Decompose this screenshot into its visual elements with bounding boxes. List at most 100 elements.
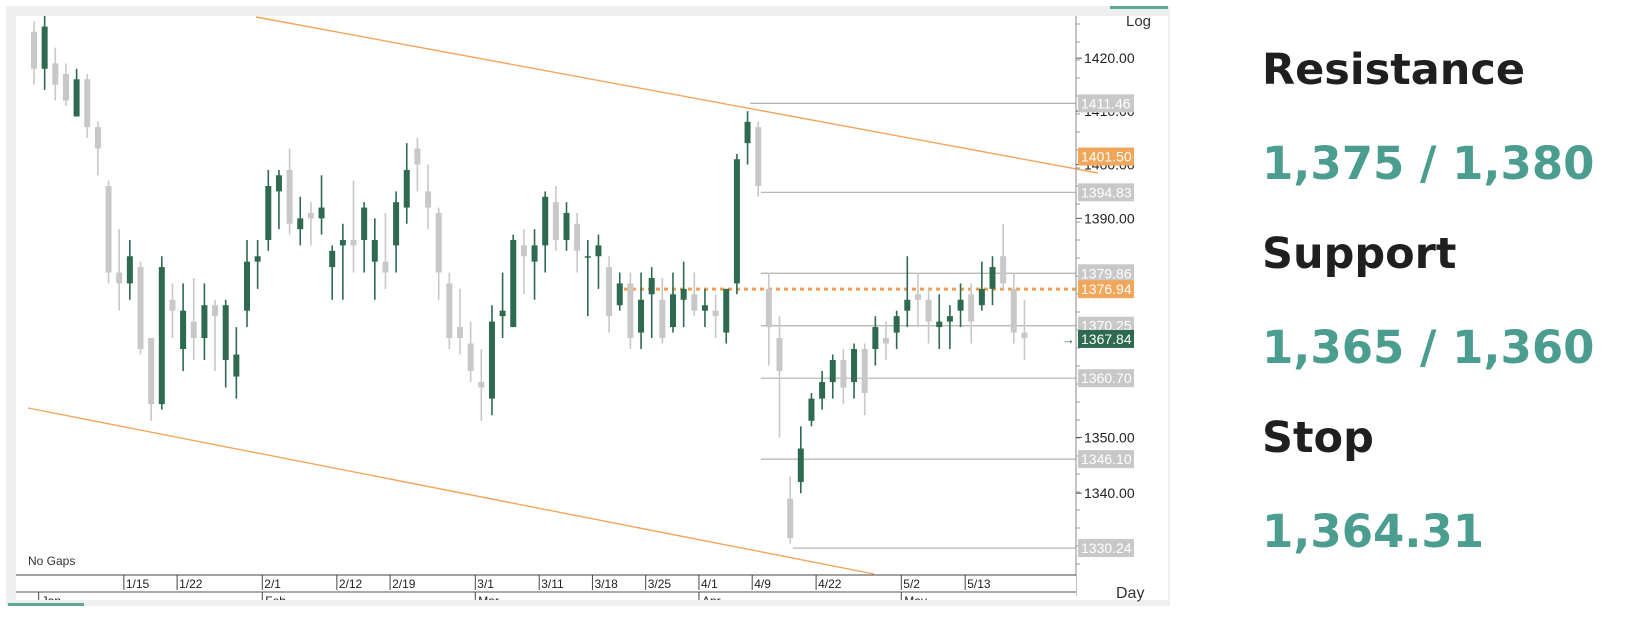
candle — [265, 169, 272, 251]
candle-body — [233, 354, 240, 377]
candle-body — [904, 299, 911, 311]
date-tick-label: 2/1 — [264, 577, 281, 591]
orange-price-tag-bg — [1078, 147, 1134, 166]
candle — [318, 175, 325, 235]
candle-body — [425, 191, 432, 208]
levels-panel: Resistance 1,375 / 1,380 Support 1,365 /… — [1262, 40, 1622, 592]
candle-body — [925, 299, 932, 322]
candle-body — [318, 207, 325, 219]
candle-body — [851, 349, 858, 383]
date-tick-label: 3/25 — [648, 577, 672, 591]
level-price-tag-bg — [1078, 183, 1134, 202]
orange-price-tag-bg — [1078, 280, 1134, 299]
candle-body — [361, 207, 368, 240]
last-price-arrow-icon: → — [1062, 332, 1075, 347]
candle-body — [914, 294, 921, 300]
candle — [350, 180, 357, 273]
candle — [339, 223, 346, 300]
candle — [776, 316, 783, 438]
candle-body — [414, 148, 421, 165]
candle-body — [744, 121, 751, 144]
candle — [904, 256, 911, 328]
price-chart: 1420.001410.001400.001390.001350.001340.… — [6, 6, 1170, 606]
candle-body — [659, 299, 666, 339]
candle — [723, 288, 730, 344]
candle-body — [968, 294, 975, 322]
candle — [1021, 299, 1028, 361]
candle-body — [52, 63, 59, 85]
candle — [137, 261, 144, 355]
candle — [446, 272, 453, 350]
candle — [840, 349, 847, 405]
candle-body — [957, 299, 964, 311]
candle — [222, 299, 229, 388]
price-tick-label: 1340.00 — [1084, 485, 1135, 501]
candle — [180, 283, 187, 372]
level-price-tag-bg — [1078, 539, 1134, 558]
candle — [382, 212, 389, 289]
candle — [978, 261, 985, 311]
upper-trend-line — [255, 16, 1099, 174]
candle — [414, 137, 421, 192]
candle-body — [212, 305, 219, 317]
candle-body — [222, 305, 229, 361]
candle — [659, 277, 666, 344]
candle — [531, 229, 538, 300]
candle-body — [819, 382, 826, 399]
candle — [275, 169, 282, 230]
date-tick-label: 1/22 — [179, 577, 203, 591]
candle — [819, 371, 826, 410]
level-price-tag: 1346.10 — [1081, 451, 1132, 467]
candle — [212, 299, 219, 372]
date-tick-label: 4/22 — [818, 577, 842, 591]
candle — [499, 272, 506, 339]
candle-body — [797, 448, 804, 483]
candle — [680, 261, 687, 328]
level-price-tag: 1330.24 — [1081, 540, 1132, 556]
candle — [467, 321, 474, 383]
candle-body — [350, 239, 357, 246]
candle-body — [371, 239, 378, 262]
candle — [574, 212, 581, 273]
date-tick-label: 3/11 — [541, 577, 564, 591]
candle-body — [1021, 332, 1028, 339]
candle-body — [755, 127, 762, 187]
candle — [755, 121, 762, 197]
lower-trend-line — [27, 407, 875, 575]
level-price-tag-bg — [1078, 94, 1134, 113]
candle-body — [776, 338, 783, 372]
level-price-tag-bg — [1078, 264, 1134, 283]
candle-body — [73, 79, 80, 117]
candle — [925, 288, 932, 344]
candle — [946, 305, 953, 350]
level-price-tag: 1411.46 — [1081, 95, 1131, 111]
period-label: Day — [1116, 585, 1144, 602]
price-tick-label: 1350.00 — [1084, 429, 1135, 445]
candle-body — [584, 256, 591, 258]
candle — [861, 343, 868, 416]
candle — [606, 256, 613, 333]
candle-body — [861, 349, 868, 394]
candle — [893, 310, 900, 350]
candle — [936, 294, 943, 350]
candle — [1000, 223, 1007, 289]
candle — [691, 272, 698, 317]
candle-body — [989, 267, 996, 289]
candle-body — [339, 239, 346, 246]
candle — [116, 229, 123, 311]
candle — [797, 426, 804, 494]
candle — [457, 288, 463, 355]
candle — [851, 343, 858, 399]
candle — [201, 283, 208, 361]
gaps-label: No Gaps — [28, 554, 75, 568]
candle-body — [180, 310, 187, 350]
candle-body — [733, 159, 740, 284]
candle — [84, 74, 91, 138]
candle — [989, 256, 996, 306]
candle-body — [116, 272, 123, 284]
level-price-tag: 1360.70 — [1081, 370, 1132, 386]
candle-body — [638, 299, 645, 333]
candle — [552, 186, 559, 251]
candle-body — [137, 267, 144, 350]
candle — [254, 239, 261, 289]
